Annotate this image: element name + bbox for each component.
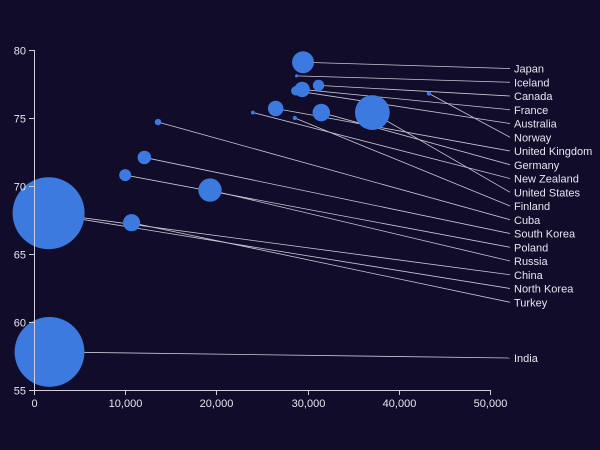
y-tick-label: 75 <box>14 114 26 126</box>
country-label-finland: Finland <box>514 201 550 213</box>
axes <box>34 50 490 391</box>
bubble-iceland <box>295 74 299 78</box>
leader-line-south-korea <box>144 157 511 234</box>
bubble-cuba <box>154 118 162 126</box>
x-tick-label: 10,000 <box>109 398 143 410</box>
country-label-russia: Russia <box>514 256 549 268</box>
country-label-china: China <box>514 270 544 282</box>
country-label-norway: Norway <box>514 132 552 144</box>
country-label-poland: Poland <box>514 242 548 254</box>
country-label-united-kingdom: United Kingdom <box>514 146 592 158</box>
bubble-north-korea <box>47 209 58 220</box>
country-label-turkey: Turkey <box>514 297 548 309</box>
country-label-india: India <box>514 353 539 365</box>
leader-line-germany <box>321 112 511 166</box>
bubble-new-zealand <box>250 110 255 115</box>
country-label-australia: Australia <box>514 119 558 131</box>
leader-line-france <box>302 89 511 111</box>
bubble-south-korea <box>137 150 152 165</box>
country-label-new-zealand: New Zealand <box>514 174 579 186</box>
leader-line-north-korea <box>52 214 511 289</box>
leader-line-united-states <box>372 112 511 193</box>
leader-line-finland <box>294 117 511 207</box>
bubble-australia <box>291 86 301 96</box>
x-tick-label: 50,000 <box>474 398 508 410</box>
bubble-germany <box>312 103 331 122</box>
y-tick-label: 80 <box>14 46 26 58</box>
leader-line-cuba <box>157 121 511 221</box>
x-tick-label: 0 <box>31 398 37 410</box>
bubble-norway <box>426 91 432 96</box>
leader-line-norway <box>428 93 511 138</box>
leader-line-russia <box>209 189 511 262</box>
leader-line-united-kingdom <box>275 108 511 152</box>
x-tick-label: 30,000 <box>292 398 326 410</box>
country-label-iceland: Iceland <box>514 77 549 89</box>
leader-line-poland <box>125 174 511 248</box>
bubble-turkey <box>122 214 141 232</box>
country-label-united-states: United States <box>514 187 581 199</box>
country-label-cuba: Cuba <box>514 215 541 227</box>
bubble-united-states <box>354 95 390 130</box>
leader-line-iceland <box>296 75 511 83</box>
bubble-india <box>14 316 85 387</box>
y-tick-label: 65 <box>14 250 26 262</box>
bubble-japan <box>292 51 315 74</box>
leader-line-india <box>49 351 511 359</box>
x-tick-label: 40,000 <box>383 398 417 410</box>
leader-line-canada <box>318 84 511 97</box>
leader-line-china <box>48 212 511 276</box>
bubble-canada <box>312 79 325 92</box>
country-label-canada: Canada <box>514 91 553 103</box>
bubbles <box>12 51 432 387</box>
bubble-finland <box>292 115 298 121</box>
y-tick-label: 70 <box>14 182 26 194</box>
bubble-russia <box>198 178 222 202</box>
ticks: 0 10,000 20,000 30,000 40,000 50,000 55 60 65 70 7… <box>14 46 508 411</box>
country-label-south-korea: South Korea <box>514 229 576 241</box>
bubble-united-kingdom <box>267 100 284 117</box>
bubble-poland <box>119 169 132 182</box>
x-tick-label: 20,000 <box>200 398 234 410</box>
country-label-germany: Germany <box>514 160 560 172</box>
country-label-france: France <box>514 105 548 117</box>
country-label-japan: Japan <box>514 64 544 76</box>
country-label-north-korea: North Korea <box>514 284 574 296</box>
y-tick-label: 55 <box>14 386 26 398</box>
leader-lines <box>48 61 511 359</box>
leader-line-turkey <box>131 222 511 303</box>
y-tick-label: 60 <box>14 318 26 330</box>
leader-line-japan <box>303 61 511 69</box>
